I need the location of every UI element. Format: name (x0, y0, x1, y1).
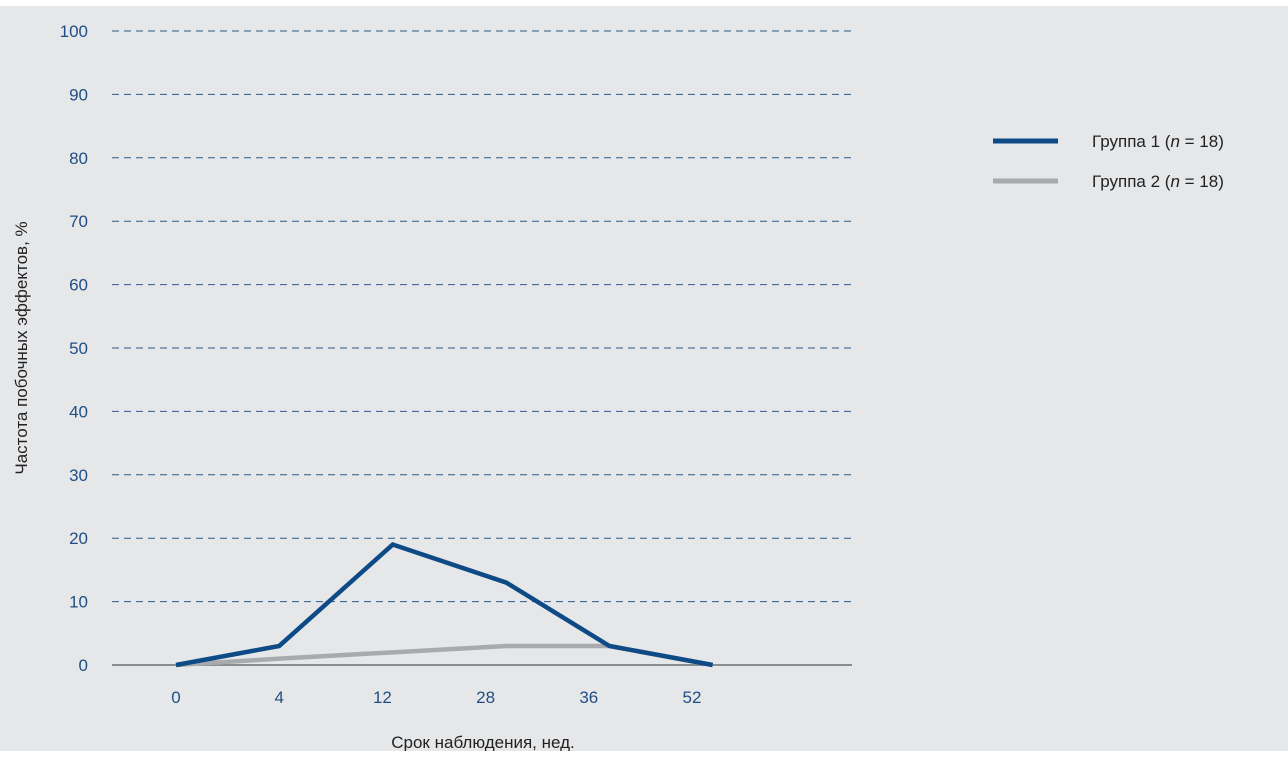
grid-lines (112, 30, 852, 603)
legend-label: Группа 2 (n = 18) (1092, 172, 1224, 191)
x-tick-label: 36 (579, 688, 598, 707)
x-axis-label: Срок наблюдения, нед. (391, 733, 574, 751)
y-tick-label: 10 (69, 593, 88, 612)
x-tick-label: 12 (373, 688, 392, 707)
y-tick-label: 20 (69, 529, 88, 548)
y-tick-label: 40 (69, 402, 88, 421)
legend-label: Группа 1 (n = 18) (1092, 132, 1224, 151)
y-tick-label: 0 (79, 656, 88, 675)
x-tick-label: 28 (476, 688, 495, 707)
y-tick-label: 70 (69, 212, 88, 231)
y-tick-labels: 0 10 20 30 40 50 60 70 80 90 100 (60, 22, 88, 675)
y-tick-label: 100 (60, 22, 88, 41)
y-axis-label: Частота побочных эффектов, % (12, 221, 31, 474)
series-line (175, 541, 714, 668)
y-tick-label: 30 (69, 466, 88, 485)
x-tick-labels: 0 4 12 28 36 52 (171, 688, 701, 707)
x-tick-label: 0 (171, 688, 180, 707)
x-tick-label: 4 (274, 688, 283, 707)
series-lines (175, 541, 714, 668)
x-tick-label: 52 (683, 688, 702, 707)
y-tick-label: 80 (69, 149, 88, 168)
y-tick-label: 60 (69, 276, 88, 295)
line-chart: 0 10 20 30 40 50 60 70 80 90 100 0 4 12 28 36 52 Частот… (12, 22, 1224, 752)
legend: Группа 1 (n = 18) Группа 2 (n = 18) (993, 132, 1224, 191)
chart-panel: 0 10 20 30 40 50 60 70 80 90 100 0 4 12 28 36 52 Частот… (0, 6, 1288, 752)
y-tick-label: 90 (69, 85, 88, 104)
y-tick-label: 50 (69, 339, 88, 358)
